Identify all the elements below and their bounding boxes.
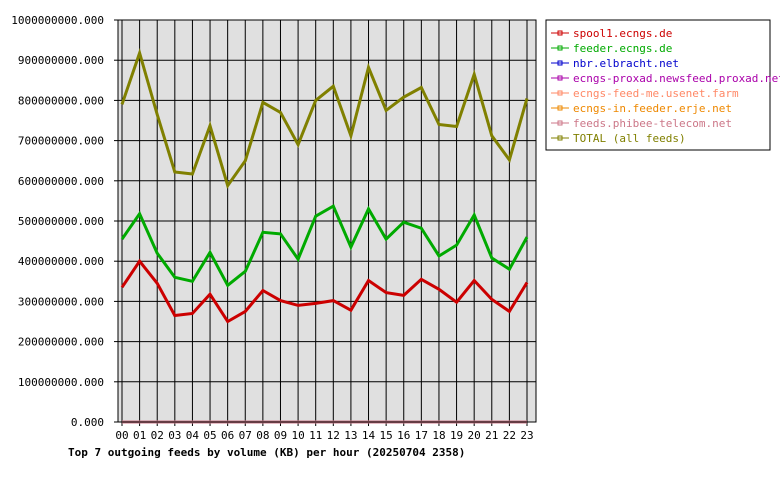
legend-marker	[557, 120, 563, 126]
x-tick-label: 14	[362, 429, 376, 442]
legend-marker	[557, 90, 563, 96]
x-tick-label: 21	[485, 429, 498, 442]
y-axis-ticks: 0.000 100000000.000 200000000.000 300000000…	[11, 14, 118, 429]
x-tick-label: 10	[291, 429, 304, 442]
x-tick-label: 15	[380, 429, 393, 442]
y-tick-label: 0.000	[71, 416, 104, 429]
legend: spool1.ecngs.de feeder.ecngs.de nbr.elbrac…	[545, 19, 780, 151]
x-tick-label: 09	[274, 429, 287, 442]
x-tick-label: 23	[520, 429, 533, 442]
x-tick-label: 16	[397, 429, 410, 442]
y-tick-label: 700000000.000	[18, 135, 104, 148]
y-tick-label: 800000000.000	[18, 94, 104, 107]
series-line-1	[120, 203, 529, 288]
x-tick-label: 18	[432, 429, 445, 442]
legend-label: spool1.ecngs.de	[573, 27, 672, 40]
x-tick-label: 13	[344, 429, 357, 442]
x-tick-label: 00	[115, 429, 128, 442]
y-tick-label: 400000000.000	[18, 255, 104, 268]
legend-label: nbr.elbracht.net	[573, 57, 679, 70]
legend-marker	[557, 30, 563, 36]
x-axis-ticks: 00 01 02 03 04 05 06 07 08 09 10 11 12 13 14 15 16 17 18 19…	[115, 422, 534, 442]
series-line-7	[120, 47, 529, 189]
legend-marker	[557, 105, 563, 111]
series-line-0	[120, 258, 529, 324]
x-tick-label: 19	[450, 429, 463, 442]
x-tick-label: 20	[468, 429, 481, 442]
x-tick-label: 17	[415, 429, 428, 442]
x-tick-label: 11	[309, 429, 322, 442]
legend-marker	[557, 60, 563, 66]
x-tick-label: 02	[151, 429, 164, 442]
legend-marker	[557, 135, 563, 141]
legend-box	[545, 19, 771, 151]
x-tick-label: 05	[203, 429, 216, 442]
y-tick-label: 200000000.000	[18, 336, 104, 349]
legend-label: feeder.ecngs.de	[573, 42, 672, 55]
chart-title: Top 7 outgoing feeds by volume (KB) per …	[68, 446, 465, 459]
y-tick-label: 900000000.000	[18, 54, 104, 67]
x-tick-label: 01	[133, 429, 146, 442]
legend-label: ecngs-feed-me.usenet.farm	[573, 87, 739, 100]
y-tick-label: 300000000.000	[18, 295, 104, 308]
x-tick-label: 07	[239, 429, 252, 442]
x-tick-label: 06	[221, 429, 234, 442]
x-tick-label: 08	[256, 429, 269, 442]
x-tick-label: 22	[503, 429, 516, 442]
legend-label: feeds.phibee-telecom.net	[573, 117, 732, 130]
plot-frame	[117, 19, 537, 423]
y-tick-label: 600000000.000	[18, 175, 104, 188]
legend-label: TOTAL (all feeds)	[573, 132, 686, 145]
x-tick-label: 03	[168, 429, 181, 442]
grid	[118, 19, 536, 423]
x-tick-label: 12	[327, 429, 340, 442]
y-tick-label: 500000000.000	[18, 215, 104, 228]
legend-marker	[557, 75, 563, 81]
legend-label: ecngs-proxad.newsfeed.proxad.net	[573, 72, 780, 85]
y-tick-label: 100000000.000	[18, 376, 104, 389]
x-tick-label: 04	[186, 429, 200, 442]
legend-label: ecngs-in.feeder.erje.net	[573, 102, 732, 115]
legend-marker	[557, 45, 563, 51]
y-tick-label: 1000000000.000	[11, 14, 104, 27]
